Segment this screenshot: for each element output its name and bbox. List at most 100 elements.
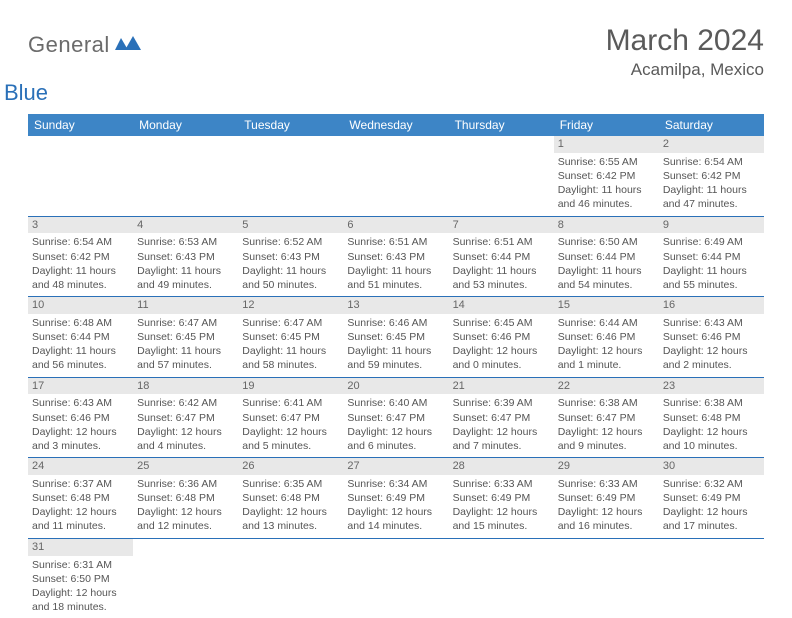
empty-cell <box>238 538 343 618</box>
day-number: 24 <box>28 458 133 475</box>
day-info: Sunrise: 6:50 AMSunset: 6:44 PMDaylight:… <box>558 235 655 292</box>
weekday-header: Saturday <box>659 114 764 136</box>
day-cell: 11 Sunrise: 6:47 AMSunset: 6:45 PMDayligh… <box>133 297 238 378</box>
day-number: 5 <box>238 217 343 234</box>
calendar-row: 17Sunrise: 6:43 AMSunset: 6:46 PMDayligh… <box>28 377 764 458</box>
empty-cell <box>343 538 448 618</box>
sunset-text: Sunset: 6:43 PM <box>242 250 339 264</box>
day-cell: 24Sunrise: 6:37 AMSunset: 6:48 PMDayligh… <box>28 458 133 539</box>
day-cell: 20Sunrise: 6:40 AMSunset: 6:47 PMDayligh… <box>343 377 448 458</box>
sunrise-text: Sunrise: 6:54 AM <box>663 155 760 169</box>
daylight-text: Daylight: 12 hours and 16 minutes. <box>558 505 655 533</box>
daylight-text: Daylight: 12 hours and 17 minutes. <box>663 505 760 533</box>
day-number: 4 <box>133 217 238 234</box>
empty-cell <box>343 136 448 216</box>
day-number: 15 <box>554 297 659 314</box>
day-number: 27 <box>343 458 448 475</box>
sunset-text: Sunset: 6:44 PM <box>453 250 550 264</box>
daylight-text: Daylight: 11 hours and 53 minutes. <box>453 264 550 292</box>
day-cell: 23Sunrise: 6:38 AMSunset: 6:48 PMDayligh… <box>659 377 764 458</box>
day-cell: 29Sunrise: 6:33 AMSunset: 6:49 PMDayligh… <box>554 458 659 539</box>
day-info: Sunrise: 6:54 AMSunset: 6:42 PMDaylight:… <box>32 235 129 292</box>
empty-cell <box>449 136 554 216</box>
sunset-text: Sunset: 6:48 PM <box>137 491 234 505</box>
day-cell: 22Sunrise: 6:38 AMSunset: 6:47 PMDayligh… <box>554 377 659 458</box>
day-cell: 4Sunrise: 6:53 AMSunset: 6:43 PMDaylight… <box>133 216 238 297</box>
sunset-text: Sunset: 6:47 PM <box>242 411 339 425</box>
daylight-text: Daylight: 11 hours and 55 minutes. <box>663 264 760 292</box>
daylight-text: Daylight: 11 hours and 58 minutes. <box>242 344 339 372</box>
sunrise-text: Sunrise: 6:51 AM <box>453 235 550 249</box>
day-info: Sunrise: 6:43 AMSunset: 6:46 PMDaylight:… <box>32 396 129 453</box>
daylight-text: Daylight: 12 hours and 14 minutes. <box>347 505 444 533</box>
sunset-text: Sunset: 6:43 PM <box>137 250 234 264</box>
day-info: Sunrise: 6:55 AMSunset: 6:42 PMDaylight:… <box>558 155 655 212</box>
weekday-header: Monday <box>133 114 238 136</box>
day-info: Sunrise: 6:47 AMSunset: 6:45 PMDaylight:… <box>137 316 234 373</box>
sunset-text: Sunset: 6:47 PM <box>347 411 444 425</box>
empty-cell <box>133 538 238 618</box>
day-cell: 19Sunrise: 6:41 AMSunset: 6:47 PMDayligh… <box>238 377 343 458</box>
day-number: 26 <box>238 458 343 475</box>
sunset-text: Sunset: 6:46 PM <box>663 330 760 344</box>
day-cell: 13Sunrise: 6:46 AMSunset: 6:45 PMDayligh… <box>343 297 448 378</box>
sunset-text: Sunset: 6:44 PM <box>558 250 655 264</box>
sunrise-text: Sunrise: 6:51 AM <box>347 235 444 249</box>
day-info: Sunrise: 6:51 AMSunset: 6:43 PMDaylight:… <box>347 235 444 292</box>
sunset-text: Sunset: 6:49 PM <box>347 491 444 505</box>
day-info: Sunrise: 6:42 AMSunset: 6:47 PMDaylight:… <box>137 396 234 453</box>
daylight-text: Daylight: 12 hours and 11 minutes. <box>32 505 129 533</box>
day-cell: 7Sunrise: 6:51 AMSunset: 6:44 PMDaylight… <box>449 216 554 297</box>
sunset-text: Sunset: 6:45 PM <box>242 330 339 344</box>
daylight-text: Daylight: 12 hours and 10 minutes. <box>663 425 760 453</box>
empty-cell <box>659 538 764 618</box>
day-info: Sunrise: 6:35 AMSunset: 6:48 PMDaylight:… <box>242 477 339 534</box>
day-number: 3 <box>28 217 133 234</box>
brand-blue: Blue <box>4 80 141 106</box>
daylight-text: Daylight: 12 hours and 7 minutes. <box>453 425 550 453</box>
day-info: Sunrise: 6:38 AMSunset: 6:47 PMDaylight:… <box>558 396 655 453</box>
day-cell: 14 Sunrise: 6:45 AMSunset: 6:46 PMDayligh… <box>449 297 554 378</box>
day-info: Sunrise: 6:46 AMSunset: 6:45 PMDaylight:… <box>347 316 444 373</box>
sunrise-text: Sunrise: 6:43 AM <box>663 316 760 330</box>
daylight-text: Daylight: 11 hours and 47 minutes. <box>663 183 760 211</box>
day-cell: 9Sunrise: 6:49 AMSunset: 6:44 PMDaylight… <box>659 216 764 297</box>
day-number: 11 <box>133 297 238 314</box>
sunrise-text: Sunrise: 6:48 AM <box>32 316 129 330</box>
day-cell: 30 Sunrise: 6:32 AMSunset: 6:49 PMDayligh… <box>659 458 764 539</box>
day-cell: 28Sunrise: 6:33 AMSunset: 6:49 PMDayligh… <box>449 458 554 539</box>
day-cell: 6Sunrise: 6:51 AMSunset: 6:43 PMDaylight… <box>343 216 448 297</box>
daylight-text: Daylight: 12 hours and 3 minutes. <box>32 425 129 453</box>
day-number: 1 <box>554 136 659 153</box>
daylight-text: Daylight: 12 hours and 15 minutes. <box>453 505 550 533</box>
sunrise-text: Sunrise: 6:47 AM <box>137 316 234 330</box>
empty-cell <box>133 136 238 216</box>
day-number: 12 <box>238 297 343 314</box>
empty-cell <box>554 538 659 618</box>
daylight-text: Daylight: 12 hours and 1 minute. <box>558 344 655 372</box>
day-number: 14 <box>449 297 554 314</box>
day-info: Sunrise: 6:45 AMSunset: 6:46 PMDaylight:… <box>453 316 550 373</box>
sunrise-text: Sunrise: 6:52 AM <box>242 235 339 249</box>
day-number: 20 <box>343 378 448 395</box>
calendar-row: 24Sunrise: 6:37 AMSunset: 6:48 PMDayligh… <box>28 458 764 539</box>
empty-cell <box>449 538 554 618</box>
empty-cell <box>28 136 133 216</box>
sunrise-text: Sunrise: 6:31 AM <box>32 558 129 572</box>
day-number: 31 <box>28 539 133 556</box>
daylight-text: Daylight: 11 hours and 51 minutes. <box>347 264 444 292</box>
page-header: General Blue March 2024 Acamilpa, Mexico <box>28 24 764 106</box>
sunset-text: Sunset: 6:49 PM <box>663 491 760 505</box>
sunrise-text: Sunrise: 6:32 AM <box>663 477 760 491</box>
daylight-text: Daylight: 12 hours and 12 minutes. <box>137 505 234 533</box>
day-info: Sunrise: 6:36 AMSunset: 6:48 PMDaylight:… <box>137 477 234 534</box>
sunrise-text: Sunrise: 6:41 AM <box>242 396 339 410</box>
daylight-text: Daylight: 11 hours and 46 minutes. <box>558 183 655 211</box>
weekday-header: Wednesday <box>343 114 448 136</box>
calendar-row: 3Sunrise: 6:54 AMSunset: 6:42 PMDaylight… <box>28 216 764 297</box>
day-number: 6 <box>343 217 448 234</box>
day-number: 30 <box>659 458 764 475</box>
sunrise-text: Sunrise: 6:38 AM <box>663 396 760 410</box>
day-cell: 2Sunrise: 6:54 AMSunset: 6:42 PMDaylight… <box>659 136 764 216</box>
sunset-text: Sunset: 6:50 PM <box>32 572 129 586</box>
